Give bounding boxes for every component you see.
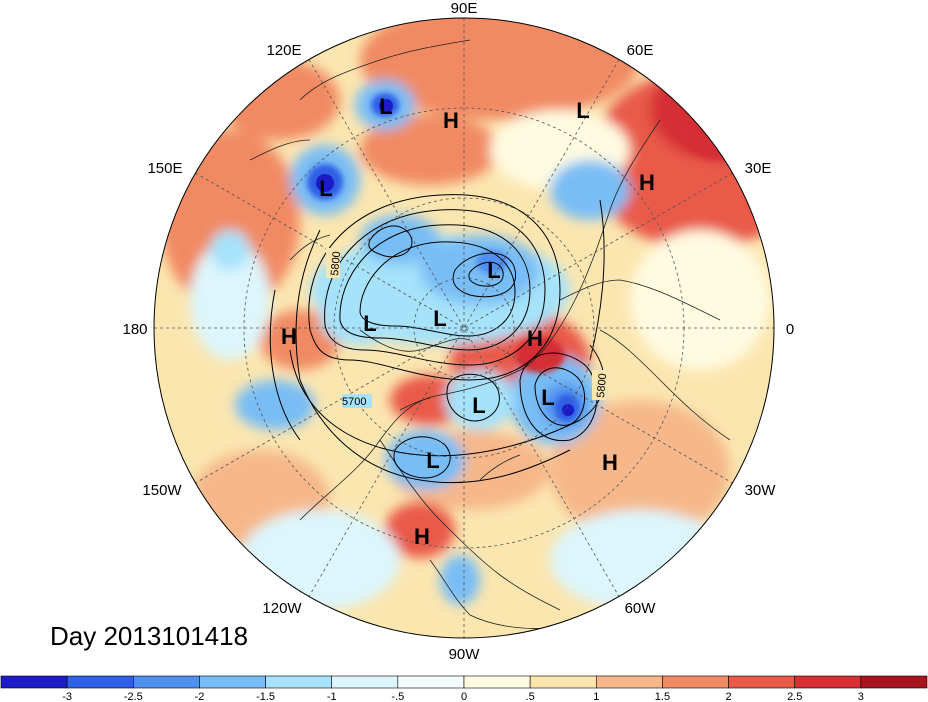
contour-label: 5800 [595, 373, 609, 398]
low-center-arctic-3: L [433, 306, 446, 331]
low-center-arctic-1: L [487, 258, 500, 283]
high-center-greenland: H [527, 326, 543, 351]
colorbar-tick-label: 1.5 [655, 691, 670, 702]
longitude-label-90w: 90W [449, 646, 481, 663]
longitude-label-180: 180 [122, 321, 147, 338]
colorbar-swatch [662, 675, 729, 689]
colorbar-swatch [132, 675, 200, 689]
longitude-label-120w: 120W [262, 600, 302, 617]
high-center-mexico: H [414, 524, 430, 549]
colorbar-tick-label: -2.5 [124, 691, 143, 702]
low-center-kara: L [576, 98, 589, 123]
colorbar-swatch [199, 675, 266, 689]
colorbar-tick-label: 1 [593, 691, 599, 702]
low-center-kamchatka: L [319, 176, 332, 201]
longitude-label-30w: 30W [745, 482, 777, 499]
longitude-labels: 90E 60E 30E 0 30W 60W 90W 120W 150W 180 … [122, 0, 794, 663]
colorbar-swatch [595, 675, 663, 689]
colorbar-tick-label: -1.5 [256, 691, 275, 702]
colorbar-tick-label: -.5 [391, 691, 404, 702]
colorbar-swatch [0, 675, 68, 689]
colorbar-swatch [529, 675, 597, 689]
colorbar-swatch [463, 675, 531, 689]
anomaly-field [154, 18, 774, 638]
longitude-label-150w: 150W [142, 482, 182, 499]
contour-label: 5700 [342, 396, 366, 408]
colorbar-swatch [794, 675, 862, 689]
contour-label: 5800 [329, 251, 343, 276]
low-center-arctic-2: L [363, 311, 376, 336]
high-center-urals: H [639, 170, 655, 195]
colorbar-tick-label: -1 [327, 691, 337, 702]
colorbar-swatch [860, 675, 928, 689]
colorbar-tick-label: -2 [195, 691, 205, 702]
colorbar: -3 -2.5 -2 -1.5 -1 -.5 0 .5 1 1.5 2 2.5 3 [0, 675, 928, 702]
colorbar-tick-label: 2 [726, 691, 732, 702]
low-center-hudson: L [472, 393, 485, 418]
colorbar-swatch [728, 675, 796, 689]
colorbar-tick-label: 3 [858, 691, 864, 702]
graticule [154, 18, 774, 638]
map-boundary [153, 17, 775, 639]
height-contours [269, 194, 605, 484]
colorbar-swatch [265, 675, 333, 689]
colorbar-tick-label: .5 [526, 691, 535, 702]
high-center-siberia: H [443, 108, 459, 133]
longitude-label-60w: 60W [625, 600, 657, 617]
low-center-atlantic: L [541, 385, 554, 410]
high-center-pacific: H [281, 324, 297, 349]
colorbar-swatch [397, 675, 465, 689]
low-center-siberia-east: L [379, 94, 392, 119]
longitude-label-30e: 30E [745, 160, 772, 177]
high-center-azores: H [602, 450, 618, 475]
pressure-centers: L H L L H L L L H H L L L H H [281, 94, 655, 549]
colorbar-tick-label: -3 [62, 691, 72, 702]
contour-label-group: 5800 5700 5800 [326, 248, 609, 408]
colorbar-tick-label: 0 [461, 691, 467, 702]
colorbar-swatch [66, 675, 134, 689]
longitude-label-0: 0 [786, 321, 794, 338]
longitude-label-120e: 120E [266, 42, 301, 59]
map-title: Day 2013101418 [50, 621, 248, 651]
coastlines [249, 39, 731, 629]
low-center-western-us: L [426, 448, 439, 473]
colorbar-tick-label: 2.5 [787, 691, 802, 702]
longitude-label-60e: 60E [627, 42, 654, 59]
colorbar-swatch [331, 675, 399, 689]
longitude-label-90e: 90E [451, 0, 478, 17]
longitude-label-150e: 150E [147, 160, 182, 177]
